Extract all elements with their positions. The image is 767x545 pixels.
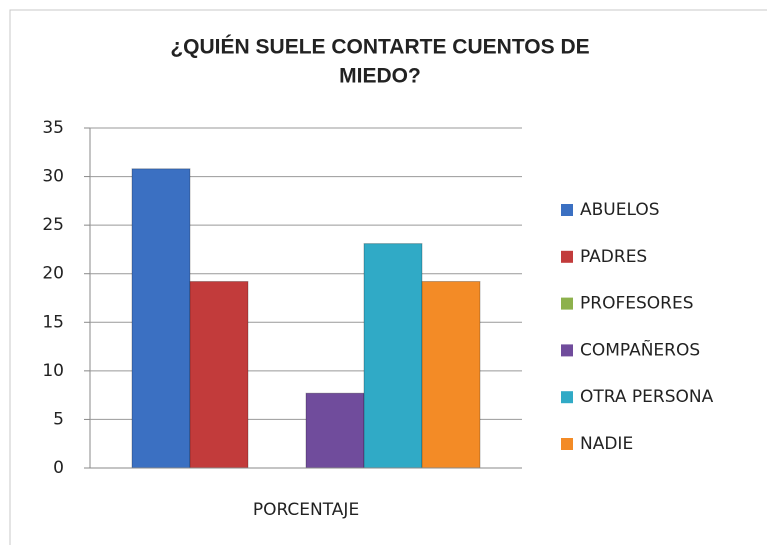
chart-title: ¿QUIÉN SUELE CONTARTE CUENTOS DE	[170, 36, 589, 59]
bar	[131, 168, 191, 469]
legend-label: NADIE	[580, 434, 633, 454]
y-tick-label: 10	[42, 361, 64, 381]
bar	[363, 243, 423, 469]
legend-label: ABUELOS	[580, 200, 660, 220]
legend-swatch	[561, 391, 573, 404]
chart-frame	[9, 9, 767, 545]
legend-label: COMPAÑEROS	[580, 338, 700, 360]
y-tick-label: 25	[42, 215, 64, 235]
legend-swatch	[561, 297, 573, 310]
legend-label: OTRA PERSONA	[580, 387, 714, 407]
legend-swatch	[561, 250, 573, 263]
legend-swatch	[561, 438, 573, 450]
y-tick-label: 15	[42, 312, 64, 332]
y-tick-label: 30	[42, 167, 64, 187]
legend-swatch	[561, 204, 573, 216]
bar	[421, 280, 481, 469]
bar	[305, 392, 365, 469]
chart-title: MIEDO?	[339, 65, 421, 88]
bar	[189, 280, 249, 469]
y-tick-label: 5	[53, 409, 64, 429]
legend-swatch	[561, 344, 573, 357]
y-tick-label: 0	[53, 458, 64, 478]
y-tick-label: 20	[42, 264, 64, 284]
legend-label: PROFESORES	[580, 294, 693, 314]
y-tick-label: 35	[42, 118, 64, 138]
x-tick-label: PORCENTAJE	[253, 500, 359, 520]
legend-label: PADRES	[580, 247, 647, 267]
